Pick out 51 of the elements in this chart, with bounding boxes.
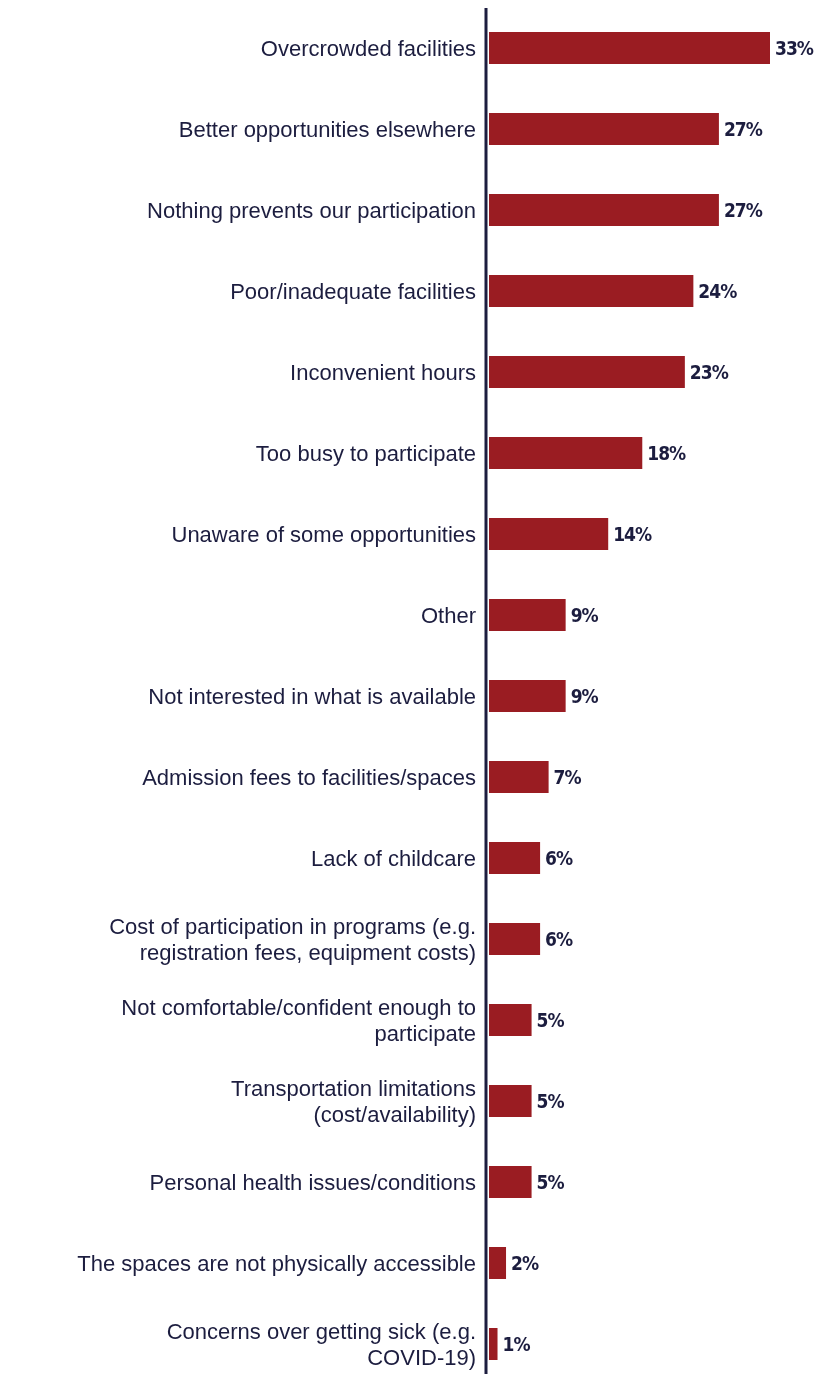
bar [489, 1247, 507, 1279]
data-label: 24% [698, 279, 738, 302]
bar [489, 842, 541, 874]
y-tick-label: Poor/inadequate facilities [230, 278, 476, 304]
data-label: 33% [775, 36, 814, 59]
y-tick-label: The spaces are not physically accessible [77, 1250, 476, 1276]
y-tick-label: Too busy to participate [255, 440, 476, 466]
y-tick-label: Personal health issues/conditions [149, 1169, 476, 1195]
data-label: 6% [545, 846, 573, 869]
y-tick-label: Not interested in what is available [148, 683, 476, 709]
y-tick-label: Overcrowded facilities [260, 35, 476, 61]
y-tick-label: Transportation limitations (cost/availability) [231, 1075, 476, 1127]
data-label: 14% [613, 522, 652, 545]
y-tick-label: Lack of childcare [310, 845, 476, 871]
bar [489, 923, 541, 955]
bar [489, 1004, 532, 1036]
y-tick-label: Unaware of some opportunities [171, 521, 476, 547]
bar [489, 437, 643, 469]
y-tick-label: Not comfortable/confident enough to participate [121, 994, 476, 1046]
y-tick-label: Better opportunities elsewhere [178, 116, 476, 142]
data-label: 27% [723, 198, 763, 221]
bar [489, 1166, 532, 1198]
data-label: 5% [536, 1008, 565, 1031]
y-tick-label: Concerns over getting sick (e.g. COVID-19) [166, 1318, 476, 1370]
bar [489, 275, 694, 307]
bar [489, 194, 719, 226]
data-label: 18% [647, 441, 687, 464]
y-tick-label: Admission fees to facilities/spaces [142, 764, 476, 790]
bar [489, 32, 770, 64]
bar [489, 599, 566, 631]
data-label: 6% [545, 927, 573, 950]
data-label: 27% [723, 117, 763, 140]
data-label: 23% [689, 360, 729, 383]
bar [489, 680, 566, 712]
y-tick-label: Cost of participation in programs (e.g. registration fees, equipment costs) [109, 913, 476, 965]
bar [489, 113, 719, 145]
data-label: 5% [536, 1089, 565, 1112]
data-label: 5% [536, 1170, 565, 1193]
data-label: 9% [570, 603, 599, 626]
y-tick-label: Other [420, 602, 476, 628]
data-label: 7% [553, 765, 582, 788]
data-label: 9% [570, 684, 599, 707]
data-label: 2% [511, 1251, 539, 1274]
data-label: 1% [502, 1332, 531, 1355]
bar [489, 1328, 498, 1360]
bar [489, 1085, 532, 1117]
bar [489, 356, 685, 388]
bar [489, 518, 609, 550]
bar [489, 761, 549, 793]
y-tick-label: Nothing prevents our participation [147, 197, 476, 223]
y-tick-label: Inconvenient hours [290, 359, 476, 385]
